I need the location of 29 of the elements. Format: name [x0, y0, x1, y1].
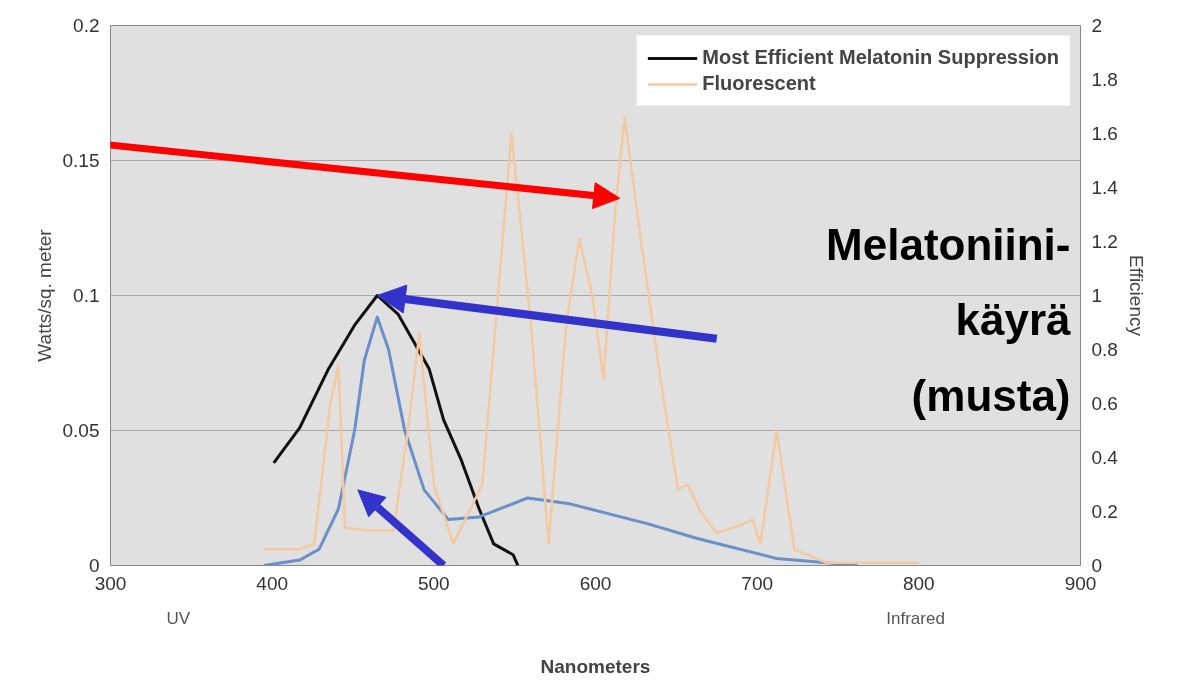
- y2-tick-label: 1.2: [1091, 231, 1118, 252]
- line-series: [272, 294, 520, 566]
- x-tick-label: 600: [579, 572, 612, 594]
- legend-label: Most Efficient Melatonin Suppression: [702, 46, 1059, 69]
- x-axis-title: Nanometers: [540, 655, 651, 677]
- legend-label: Fluorescent: [702, 72, 817, 95]
- text: UV: [166, 608, 191, 628]
- y-tick-label: 0.15: [62, 150, 100, 171]
- y2-tick-label: 1.4: [1091, 177, 1119, 198]
- x-tick-label: 700: [741, 572, 774, 594]
- y2-tick-label: 1.8: [1091, 69, 1118, 90]
- y2-tick-label: 1: [1091, 285, 1103, 306]
- y-axis-title: Watts/sq. meter: [33, 228, 55, 362]
- line-series: [262, 315, 859, 566]
- annotation: Melatoniini-käyrä (musta): [826, 219, 1072, 420]
- y2-tick-label: 0.6: [1091, 393, 1118, 414]
- y2-tick-label: 0.2: [1091, 501, 1118, 522]
- text: Infrared: [886, 608, 945, 628]
- y-tick-label: 0.1: [73, 285, 100, 306]
- x-tick-label: 500: [417, 572, 450, 594]
- y2-tick-label: 2: [1091, 15, 1103, 36]
- y2-tick-label: 0.8: [1091, 339, 1118, 360]
- y2-tick-label: 1.6: [1091, 123, 1118, 144]
- y2-tick-label: 0.4: [1091, 447, 1119, 468]
- x-tick-label: 400: [256, 572, 289, 594]
- x-tick-label: 800: [902, 572, 935, 594]
- y-tick-label: 0.05: [62, 420, 100, 441]
- y-tick-label: 0.2: [73, 15, 100, 36]
- y2-axis-title: Efficiency: [1125, 255, 1147, 337]
